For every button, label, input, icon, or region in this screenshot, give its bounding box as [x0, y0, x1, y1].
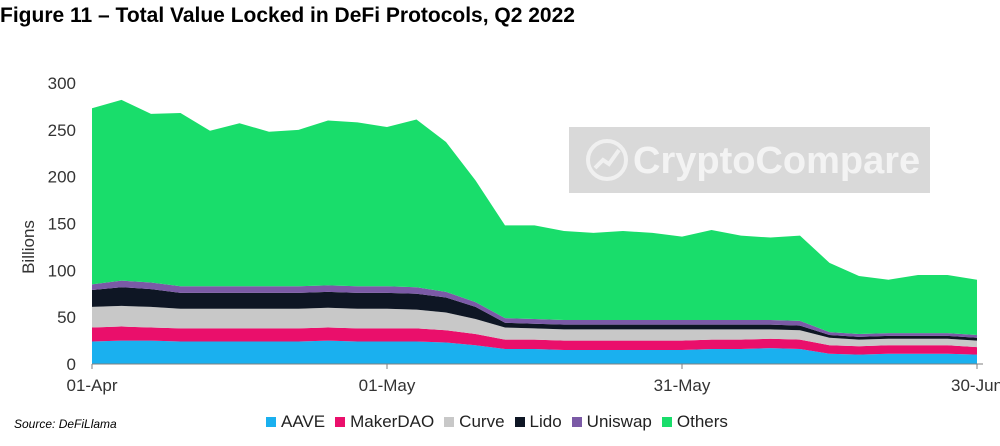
legend-swatch	[266, 417, 276, 427]
legend-item-others: Others	[661, 412, 728, 432]
y-tick-label: 250	[48, 121, 76, 140]
x-tick-label: 31-May	[654, 376, 711, 395]
area-makerdao	[92, 326, 977, 355]
y-tick-labels: 0 50 100 150 200 250 300	[48, 74, 76, 374]
legend-item-curve: Curve	[444, 412, 505, 432]
watermark-text: CryptoCompare	[633, 140, 920, 182]
area-others	[92, 99, 977, 335]
watermark-logo-icon	[586, 139, 628, 181]
watermark-logo-arrow-icon	[593, 148, 621, 170]
legend-label: MakerDAO	[350, 412, 435, 431]
cryptocompare-watermark: CryptoCompare	[569, 127, 930, 193]
x-tick-label: 01-Apr	[66, 376, 117, 395]
x-tick-label: 30-Jun	[951, 376, 1000, 395]
x-tick-labels: 01-Apr 01-May 31-May 30-Jun	[66, 364, 1000, 395]
legend-item-uniswap: Uniswap	[571, 412, 652, 432]
source-note: Source: DeFiLlama	[14, 417, 117, 431]
legend-swatch	[571, 417, 582, 427]
y-tick-label: 100	[48, 261, 76, 280]
area-lido	[92, 287, 977, 341]
watermark-box	[569, 127, 930, 193]
legend-label: Curve	[459, 412, 505, 431]
legend-label: Uniswap	[586, 412, 652, 431]
legend-item-aave: AAVE	[266, 412, 325, 432]
legend-item-makerdao: MakerDAO	[335, 412, 434, 432]
legend-label: Lido	[529, 412, 562, 431]
legend-swatch	[514, 417, 525, 427]
y-tick-label: 50	[57, 308, 76, 327]
y-tick-label: 0	[67, 355, 76, 374]
legend-item-lido: Lido	[514, 412, 562, 432]
area-uniswap	[92, 280, 977, 338]
figure-title: Figure 11 – Total Value Locked in DeFi P…	[0, 4, 575, 27]
y-tick-label: 300	[48, 74, 76, 93]
legend: AAVE MakerDAO Curve Lido Uniswap Others	[266, 412, 728, 432]
legend-swatch	[335, 417, 346, 427]
y-tick-label: 200	[48, 168, 76, 187]
area-aave	[92, 340, 977, 364]
legend-label: AAVE	[281, 412, 326, 431]
series-areas	[92, 99, 977, 364]
y-axis-label: Billions	[19, 220, 38, 274]
area-curve	[92, 305, 977, 348]
legend-swatch	[661, 417, 672, 427]
x-tick-label: 01-May	[359, 376, 416, 395]
legend-label: Others	[676, 412, 728, 431]
legend-swatch	[444, 417, 455, 427]
y-tick-label: 150	[48, 215, 76, 234]
